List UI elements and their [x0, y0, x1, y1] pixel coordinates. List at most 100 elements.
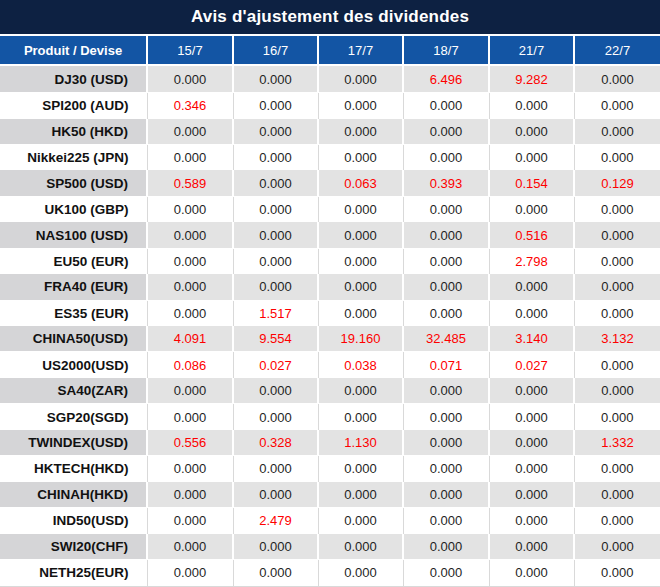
value-cell: 0.000	[318, 274, 403, 300]
value-cell: 0.000	[489, 378, 574, 404]
value-cell: 0.000	[403, 430, 489, 456]
product-cell: IND50(USD)	[0, 508, 147, 534]
value-cell: 0.000	[489, 119, 574, 145]
value-cell: 0.000	[574, 300, 660, 326]
product-cell: SGP20(SGD)	[0, 404, 147, 430]
column-header-date-6: 22/7	[574, 36, 660, 65]
value-cell: 0.000	[574, 378, 660, 404]
value-cell: 0.000	[318, 508, 403, 534]
table-row: HK50 (HKD) 0.000 0.000 0.000 0.000 0.000…	[0, 119, 660, 145]
product-cell: SP500 (USD)	[0, 170, 147, 196]
product-cell: DJ30 (USD)	[0, 65, 147, 93]
value-cell: 0.000	[318, 196, 403, 222]
page-title: Avis d'ajustement des dividendes	[0, 0, 660, 36]
value-cell: 0.000	[147, 456, 233, 482]
value-cell: 0.000	[318, 222, 403, 248]
value-cell: 0.000	[318, 93, 403, 119]
value-cell: 0.086	[147, 352, 233, 378]
value-cell: 0.589	[147, 170, 233, 196]
value-cell: 19.160	[318, 326, 403, 352]
table-row: Nikkei225 (JPN) 0.000 0.000 0.000 0.000 …	[0, 144, 660, 170]
value-cell: 1.332	[574, 430, 660, 456]
value-cell: 0.000	[574, 352, 660, 378]
value-cell: 0.000	[574, 274, 660, 300]
value-cell: 0.000	[233, 65, 318, 93]
table-row: UK100 (GBP) 0.000 0.000 0.000 0.000 0.00…	[0, 196, 660, 222]
value-cell: 0.000	[318, 404, 403, 430]
product-cell: US2000(USD)	[0, 352, 147, 378]
value-cell: 0.000	[318, 378, 403, 404]
product-cell: EU50 (EUR)	[0, 248, 147, 274]
value-cell: 2.798	[489, 248, 574, 274]
value-cell: 0.000	[403, 456, 489, 482]
table-row: CHINAH(HKD) 0.000 0.000 0.000 0.000 0.00…	[0, 482, 660, 508]
value-cell: 0.000	[233, 404, 318, 430]
value-cell: 0.000	[233, 93, 318, 119]
value-cell: 0.000	[147, 534, 233, 560]
value-cell: 0.000	[489, 482, 574, 508]
value-cell: 0.000	[318, 119, 403, 145]
table-row: IND50(USD) 0.000 2.479 0.000 0.000 0.000…	[0, 508, 660, 534]
value-cell: 0.000	[574, 196, 660, 222]
value-cell: 0.000	[574, 456, 660, 482]
value-cell: 0.000	[147, 196, 233, 222]
value-cell: 0.000	[403, 196, 489, 222]
value-cell: 9.554	[233, 326, 318, 352]
value-cell: 0.000	[233, 248, 318, 274]
product-cell: SWI20(CHF)	[0, 534, 147, 560]
value-cell: 0.000	[489, 274, 574, 300]
value-cell: 0.000	[489, 93, 574, 119]
column-header-date-1: 15/7	[147, 36, 233, 65]
table-header-row: Produit / Devise 15/7 16/7 17/7 18/7 21/…	[0, 36, 660, 65]
value-cell: 0.000	[403, 93, 489, 119]
value-cell: 0.000	[233, 456, 318, 482]
value-cell: 0.000	[489, 404, 574, 430]
value-cell: 0.346	[147, 93, 233, 119]
value-cell: 0.000	[318, 248, 403, 274]
value-cell: 0.027	[233, 352, 318, 378]
value-cell: 0.000	[318, 482, 403, 508]
value-cell: 0.000	[489, 456, 574, 482]
table-row: NETH25(EUR) 0.000 0.000 0.000 0.000 0.00…	[0, 559, 660, 586]
value-cell: 0.063	[318, 170, 403, 196]
value-cell: 0.000	[403, 222, 489, 248]
value-cell: 0.000	[489, 559, 574, 586]
value-cell: 0.000	[233, 222, 318, 248]
product-cell: NETH25(EUR)	[0, 559, 147, 586]
product-cell: HKTECH(HKD)	[0, 456, 147, 482]
table-row: SGP20(SGD) 0.000 0.000 0.000 0.000 0.000…	[0, 404, 660, 430]
value-cell: 0.000	[318, 144, 403, 170]
value-cell: 3.140	[489, 326, 574, 352]
value-cell: 0.516	[489, 222, 574, 248]
value-cell: 0.000	[574, 119, 660, 145]
value-cell: 0.000	[147, 274, 233, 300]
value-cell: 4.091	[147, 326, 233, 352]
table-row: SA40(ZAR) 0.000 0.000 0.000 0.000 0.000 …	[0, 378, 660, 404]
table-row: HKTECH(HKD) 0.000 0.000 0.000 0.000 0.00…	[0, 456, 660, 482]
value-cell: 2.479	[233, 508, 318, 534]
table-row: SP500 (USD) 0.589 0.000 0.063 0.393 0.15…	[0, 170, 660, 196]
value-cell: 0.000	[233, 144, 318, 170]
column-header-date-3: 17/7	[318, 36, 403, 65]
value-cell: 6.496	[403, 65, 489, 93]
product-cell: Nikkei225 (JPN)	[0, 144, 147, 170]
value-cell: 0.000	[403, 378, 489, 404]
value-cell: 0.556	[147, 430, 233, 456]
value-cell: 0.000	[233, 119, 318, 145]
product-cell: ES35 (EUR)	[0, 300, 147, 326]
value-cell: 0.000	[574, 482, 660, 508]
value-cell: 0.000	[489, 534, 574, 560]
product-cell: FRA40 (EUR)	[0, 274, 147, 300]
product-cell: SPI200 (AUD)	[0, 93, 147, 119]
table-row: FRA40 (EUR) 0.000 0.000 0.000 0.000 0.00…	[0, 274, 660, 300]
value-cell: 0.000	[489, 196, 574, 222]
value-cell: 0.038	[318, 352, 403, 378]
value-cell: 0.000	[403, 508, 489, 534]
table-body: DJ30 (USD) 0.000 0.000 0.000 6.496 9.282…	[0, 65, 660, 587]
value-cell: 0.000	[574, 222, 660, 248]
product-cell: NAS100 (USD)	[0, 222, 147, 248]
column-header-date-2: 16/7	[233, 36, 318, 65]
value-cell: 0.000	[574, 404, 660, 430]
table-row: SWI20(CHF) 0.000 0.000 0.000 0.000 0.000…	[0, 534, 660, 560]
value-cell: 0.000	[147, 222, 233, 248]
